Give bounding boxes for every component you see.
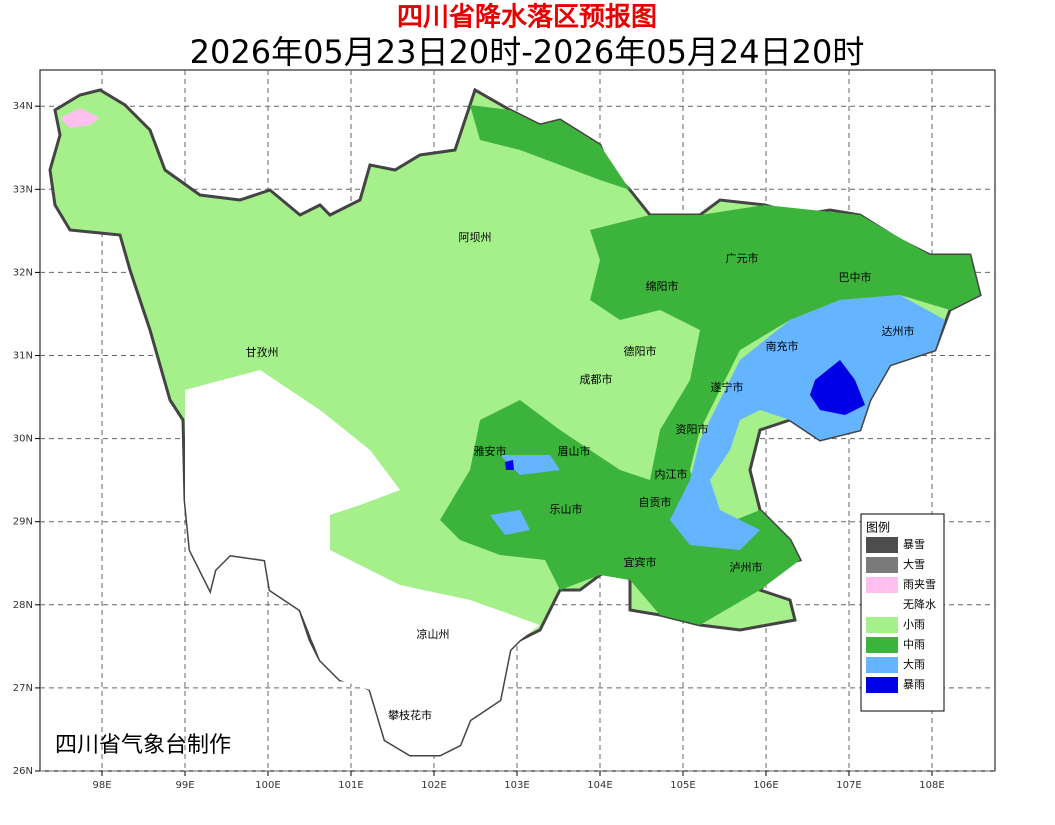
legend-label: 无降水	[903, 597, 936, 611]
lon-tick-label: 105E	[670, 780, 695, 791]
legend-label: 小雨	[903, 618, 925, 631]
city-label: 泸州市	[730, 560, 763, 574]
legend-swatch	[866, 637, 898, 653]
city-label: 成都市	[580, 372, 613, 386]
city-label: 凉山州	[417, 627, 450, 641]
city-label: 阿坝州	[459, 230, 492, 244]
lat-tick-label: 29N	[13, 517, 33, 528]
lon-tick-label: 108E	[919, 780, 944, 791]
lat-tick-label: 31N	[13, 351, 33, 362]
subtitle: 2026年05月23日20时-2026年05月24日20时	[190, 33, 865, 71]
city-label: 自贡市	[639, 495, 672, 509]
lon-tick-label: 102E	[421, 780, 446, 791]
lat-tick-label: 26N	[13, 766, 33, 777]
credit: 四川省气象台制作	[55, 733, 231, 758]
lat-tick-label: 27N	[13, 683, 33, 694]
heavy-rain-west	[490, 510, 530, 535]
legend-swatch	[866, 657, 898, 673]
heavy-rain	[670, 295, 945, 550]
city-label: 雅安市	[474, 444, 507, 458]
rainstorm	[505, 460, 514, 470]
legend-swatch	[866, 577, 898, 593]
city-label: 遂宁市	[711, 380, 744, 394]
lon-tick-label: 107E	[836, 780, 861, 791]
legend-label: 雨夹雪	[903, 578, 936, 591]
legend-swatch	[866, 537, 898, 553]
lat-tick-label: 30N	[13, 434, 33, 445]
title: 四川省降水落区预报图	[397, 2, 657, 33]
lat-tick-label: 32N	[13, 267, 33, 278]
city-label: 内江市	[655, 467, 688, 481]
lat-tick-label: 28N	[13, 600, 33, 611]
legend-swatch	[866, 617, 898, 633]
city-label: 攀枝花市	[388, 708, 432, 722]
moderate-rain-east	[440, 205, 980, 625]
lon-tick-label: 99E	[175, 780, 194, 791]
lon-tick-label: 101E	[338, 780, 363, 791]
lat-tick-label: 34N	[13, 101, 33, 112]
legend-label: 中雨	[903, 638, 925, 651]
lon-tick-label: 103E	[504, 780, 529, 791]
city-label: 眉山市	[558, 444, 591, 458]
legend-title: 图例	[866, 521, 890, 535]
city-label: 宜宾市	[624, 555, 657, 569]
moderate-rain-north	[470, 105, 630, 190]
legend-swatch	[866, 677, 898, 693]
legend-label: 暴雪	[903, 538, 925, 551]
city-label: 乐山市	[550, 502, 583, 516]
legend-label: 大雪	[903, 557, 925, 571]
city-label: 绵阳市	[646, 279, 679, 293]
city-label: 甘孜州	[246, 345, 279, 359]
heavy-rain-west	[500, 455, 560, 475]
lon-tick-label: 100E	[255, 780, 280, 791]
lat-tick-label: 33N	[13, 184, 33, 195]
city-label: 巴中市	[839, 270, 872, 284]
city-label: 达州市	[882, 324, 915, 338]
city-label: 资阳市	[676, 422, 709, 436]
legend-swatch	[866, 557, 898, 573]
legend-label: 大雨	[903, 657, 925, 671]
rainstorm	[810, 360, 865, 415]
lon-tick-label: 106E	[753, 780, 778, 791]
legend-swatch	[866, 597, 898, 613]
lon-tick-label: 98E	[92, 780, 111, 791]
lon-tick-label: 104E	[587, 780, 612, 791]
sleet-area	[60, 108, 100, 128]
no-rain-area	[185, 370, 540, 755]
city-label: 南充市	[766, 339, 799, 353]
city-label: 广元市	[726, 251, 759, 265]
city-label: 德阳市	[624, 344, 657, 358]
legend-label: 暴雨	[903, 678, 925, 691]
